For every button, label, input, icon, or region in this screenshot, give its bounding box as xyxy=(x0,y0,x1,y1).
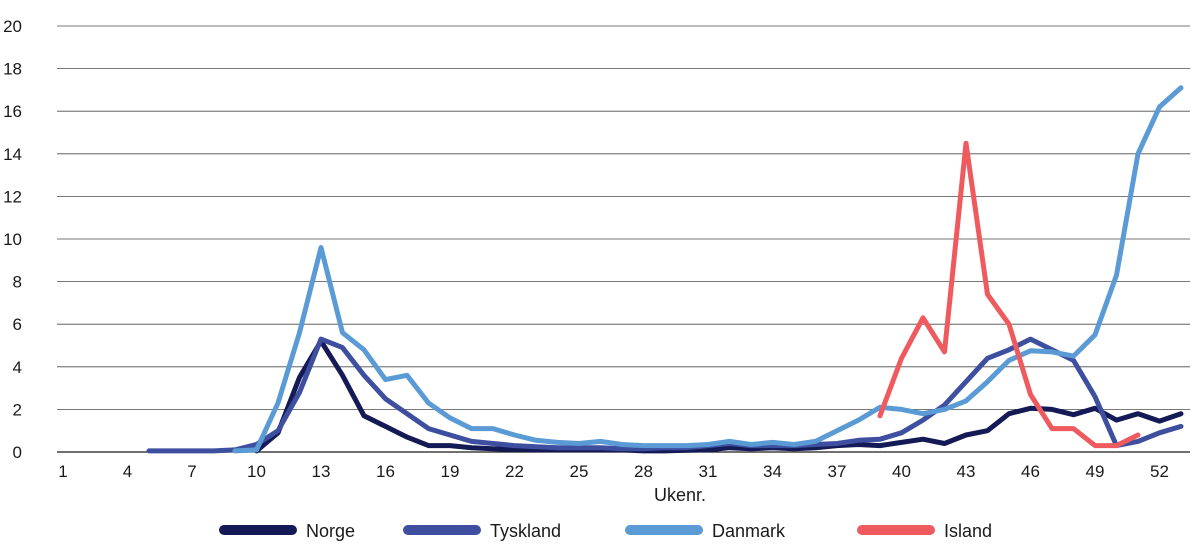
series-lines xyxy=(146,85,1184,454)
x-tick-label: 34 xyxy=(763,462,782,481)
x-tick-label: 49 xyxy=(1086,462,1105,481)
y-tick-label: 4 xyxy=(13,358,22,377)
y-tick-label: 20 xyxy=(3,17,22,36)
legend-label: Danmark xyxy=(712,521,786,541)
x-tick-label: 7 xyxy=(187,462,196,481)
legend-item-tyskland: Tyskland xyxy=(403,521,561,541)
y-tick-label: 6 xyxy=(13,315,22,334)
y-axis: 0 2 4 6 8 10 12 14 16 18 20 xyxy=(3,17,22,462)
x-tick-label: 28 xyxy=(634,462,653,481)
y-tick-label: 14 xyxy=(3,145,22,164)
x-tick-label: 4 xyxy=(123,462,132,481)
legend-item-norge: Norge xyxy=(219,521,355,541)
x-tick-label: 22 xyxy=(505,462,524,481)
x-tick-label: 19 xyxy=(441,462,460,481)
x-tick-label: 46 xyxy=(1021,462,1040,481)
x-axis: 1 4 7 10 13 16 19 22 25 28 31 34 37 40 43 46 49 52 xyxy=(58,462,1169,481)
gridlines xyxy=(57,25,1190,453)
y-tick-label: 2 xyxy=(13,400,22,419)
y-tick-label: 18 xyxy=(3,60,22,79)
y-tick-label: 10 xyxy=(3,230,22,249)
x-tick-label: 1 xyxy=(58,462,67,481)
x-tick-label: 40 xyxy=(892,462,911,481)
legend-item-island: Island xyxy=(857,521,992,541)
x-tick-label: 13 xyxy=(312,462,331,481)
y-tick-label: 0 xyxy=(13,443,22,462)
x-tick-label: 31 xyxy=(699,462,718,481)
x-axis-title: Ukenr. xyxy=(654,485,706,505)
series-line-danmark xyxy=(232,85,1184,454)
series-line-norge xyxy=(254,338,1184,454)
legend-label: Island xyxy=(944,521,992,541)
legend: Norge Tyskland Danmark Island xyxy=(219,521,992,541)
legend-label: Tyskland xyxy=(490,521,561,541)
x-tick-label: 43 xyxy=(957,462,976,481)
series-line-tyskland xyxy=(146,336,1184,454)
series-line-island xyxy=(877,140,1141,449)
x-tick-label: 10 xyxy=(247,462,266,481)
legend-label: Norge xyxy=(306,521,355,541)
x-tick-label: 16 xyxy=(376,462,395,481)
y-tick-label: 8 xyxy=(13,273,22,292)
y-tick-label: 16 xyxy=(3,102,22,121)
legend-item-danmark: Danmark xyxy=(625,521,786,541)
y-tick-label: 12 xyxy=(3,187,22,206)
x-tick-label: 25 xyxy=(570,462,589,481)
x-tick-label: 37 xyxy=(828,462,847,481)
x-tick-label: 52 xyxy=(1150,462,1169,481)
